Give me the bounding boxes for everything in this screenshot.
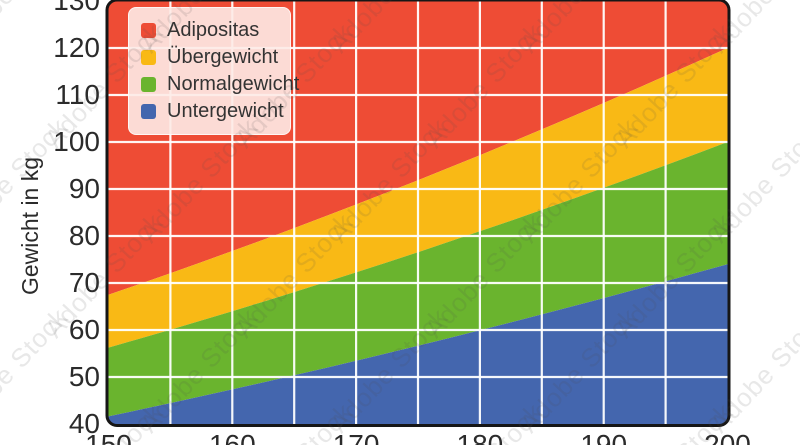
y-tick-label-40: 40: [68, 408, 100, 439]
x-tick-label-190: 190: [580, 429, 628, 445]
legend-item-label: Untergewicht: [167, 100, 284, 122]
legend-swatch-icon: [141, 77, 156, 92]
y-tick-label-70: 70: [68, 267, 100, 298]
plot-frame: [105, 0, 731, 427]
legend-item-label: Übergewicht: [167, 46, 279, 68]
x-tick-label-170: 170: [332, 429, 380, 445]
y-axis-title: Gewicht in kg: [17, 156, 43, 296]
y-tick-label-110: 110: [55, 79, 100, 110]
x-tick-label-200: 200: [704, 429, 751, 445]
x-tick-label-160: 160: [208, 429, 256, 445]
legend-swatch-icon: [141, 50, 156, 65]
x-tick-label-150: 150: [85, 429, 132, 445]
region-untergewicht: [108, 264, 728, 424]
y-tick-label-60: 60: [68, 314, 100, 345]
legend-swatch-icon: [141, 104, 156, 119]
y-tick-label-100: 100: [53, 126, 100, 157]
x-tick-label-180: 180: [456, 429, 504, 445]
legend-item-label: Adipositas: [167, 19, 260, 41]
y-tick-label-130: 130: [53, 0, 100, 16]
legend-item: Normalgewicht: [141, 71, 299, 98]
y-tick-label-80: 80: [68, 220, 100, 251]
legend-swatch-icon: [141, 23, 156, 38]
legend: Adipositas Übergewicht Normalgewicht Unterg…: [128, 7, 299, 135]
y-tick-label-120: 120: [53, 32, 100, 63]
legend-item: Adipositas: [141, 17, 280, 44]
legend-item: Übergewicht: [141, 44, 280, 71]
y-tick-label-50: 50: [68, 361, 100, 392]
legend-item-label: Normalgewicht: [167, 73, 300, 95]
legend-item: Untergewicht: [141, 98, 284, 125]
y-tick-label-90: 90: [68, 173, 100, 204]
